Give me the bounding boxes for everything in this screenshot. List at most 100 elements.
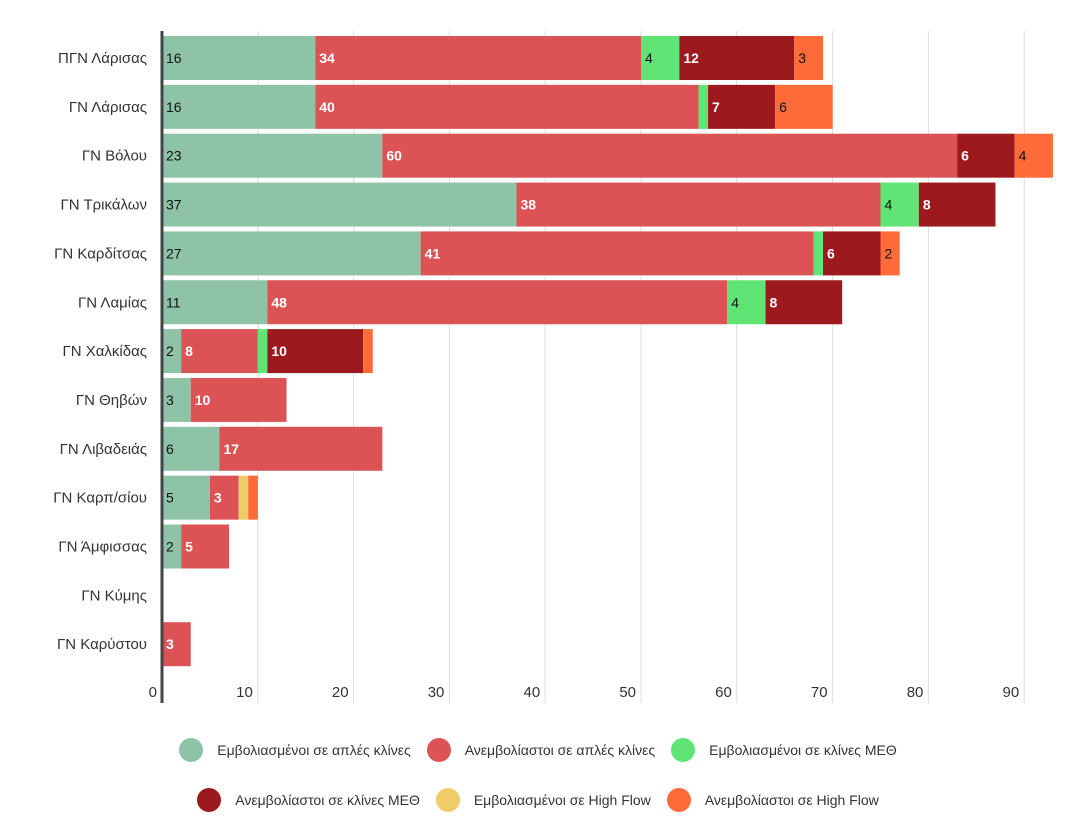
bar-value-label: 3 — [166, 392, 174, 408]
bar-segment — [162, 622, 191, 667]
bar-segment — [162, 280, 268, 325]
legend-item[interactable]: Ανεμβολίαστοι σε κλίνες ΜΕΘ — [197, 788, 420, 812]
bar-value-label: 48 — [271, 294, 287, 310]
bar-segment — [162, 524, 182, 569]
bar-segment — [162, 231, 421, 276]
bar-value-label: 6 — [779, 99, 787, 115]
bar-value-label: 41 — [425, 245, 441, 261]
bar-value-label: 40 — [319, 99, 335, 115]
legend-label: Εμβολιασμένοι σε απλές κλίνες — [217, 742, 411, 758]
bar-value-label: 3 — [166, 636, 174, 652]
bar-segment — [382, 133, 958, 178]
bar-segment — [162, 84, 316, 129]
bar-segment — [1014, 133, 1053, 178]
bar-value-label: 4 — [731, 294, 739, 310]
bar-segment — [516, 182, 881, 227]
bar-value-label: 27 — [166, 245, 182, 261]
bar-value-label: 3 — [214, 490, 222, 506]
legend-swatch-icon — [666, 788, 691, 812]
bar-segment — [238, 475, 249, 520]
bar-segment — [267, 280, 728, 325]
bar-segment — [813, 231, 824, 276]
legend-row-2: Ανεμβολίαστοι σε κλίνες ΜΕΘ Εμβολιασμένοι… — [0, 788, 1076, 812]
stacked-bar-chart: 16 34 4 12 316 40 7 623 60 6 437 38 4 827 41 6 211 48 4 82 8… — [53, 31, 1053, 703]
bar-segment — [880, 182, 919, 227]
bar-value-label: 2 — [885, 245, 893, 261]
bars: 16 34 4 12 316 40 7 623 60 6 437 38 4 827 41 6 211 48 4 82 8… — [162, 36, 1053, 667]
x-tick-label: 0 — [149, 684, 157, 701]
bar-segment — [219, 426, 383, 471]
category-label: ΓΝ Θηβών — [76, 392, 147, 409]
bar-segment — [363, 329, 373, 374]
bar-segment — [315, 84, 699, 129]
bar-segment — [880, 231, 900, 276]
category-label: ΓΝ Λαμίας — [78, 294, 147, 311]
category-label: ΓΝ Καρύστου — [57, 636, 147, 653]
bar-value-label: 12 — [683, 50, 699, 66]
bar-segment — [765, 280, 843, 325]
legend-item[interactable]: Εμβολιασμένοι σε High Flow — [435, 788, 651, 812]
bar-value-label: 23 — [166, 148, 182, 164]
bar-value-label: 16 — [166, 50, 182, 66]
legend-item[interactable]: Ανεμβολίαστοι σε High Flow — [666, 788, 879, 812]
category-label: ΓΝ Τρικάλων — [61, 197, 148, 214]
legend-swatch-icon — [435, 788, 460, 812]
bar-segment — [420, 231, 814, 276]
bar-segment — [190, 377, 287, 422]
x-tick-label: 20 — [332, 684, 349, 701]
category-label: ΓΝ Άμφισσας — [58, 539, 147, 556]
legend-swatch-icon — [179, 738, 204, 762]
x-tick-label: 80 — [907, 684, 924, 701]
legend-row-1: Εμβολιασμένοι σε απλές κλίνες Ανεμβολίαστ… — [0, 738, 1076, 762]
legend-item[interactable]: Ανεμβολίαστοι σε απλές κλίνες — [426, 738, 656, 762]
category-label: ΓΝ Καρδίτσας — [54, 245, 147, 262]
x-axis-ticks: 0 10 20 30 40 50 60 70 80 90 — [149, 684, 1020, 701]
category-label: ΓΝ Λιβαδειάς — [60, 441, 147, 458]
bar-value-label: 7 — [712, 99, 720, 115]
bar-value-label: 5 — [166, 490, 174, 506]
bar-value-label: 37 — [166, 197, 182, 213]
category-label: ΓΝ Χαλκίδας — [62, 343, 147, 360]
legend-item[interactable]: Εμβολιασμένοι σε απλές κλίνες — [179, 738, 411, 762]
bar-value-label: 3 — [798, 50, 806, 66]
x-tick-label: 40 — [524, 684, 541, 701]
category-label: ΠΓΝ Λάρισας — [58, 50, 147, 67]
x-tick-label: 50 — [619, 684, 636, 701]
bar-segment — [698, 84, 709, 129]
x-tick-label: 10 — [236, 684, 253, 701]
bar-value-label: 17 — [223, 441, 239, 457]
bar-segment — [162, 182, 517, 227]
bar-value-label: 34 — [319, 50, 335, 66]
x-tick-label: 90 — [1003, 684, 1020, 701]
bar-segment — [957, 133, 1015, 178]
bar-value-label: 4 — [885, 197, 893, 213]
bar-segment — [679, 36, 795, 80]
legend-swatch-icon — [671, 738, 696, 762]
legend-item[interactable]: Εμβολιασμένοι σε κλίνες ΜΕΘ — [671, 738, 897, 762]
bar-segment — [162, 133, 383, 178]
legend-swatch-icon — [426, 738, 451, 762]
bar-segment — [181, 329, 258, 374]
bar-value-label: 2 — [166, 539, 174, 555]
bar-segment — [708, 84, 776, 129]
legend-label: Ανεμβολίαστοι σε απλές κλίνες — [464, 742, 656, 758]
bar-value-label: 6 — [961, 148, 969, 164]
bar-segment — [162, 329, 182, 374]
bar-segment — [727, 280, 766, 325]
bar-segment — [918, 182, 996, 227]
bar-segment — [257, 329, 268, 374]
category-labels: ΠΓΝ Λάρισας ΓΝ Λάρισας ΓΝ Βόλου ΓΝ Τρικάλων… — [53, 50, 147, 653]
bar-value-label: 6 — [166, 441, 174, 457]
bar-segment — [315, 36, 641, 80]
bar-segment — [823, 231, 881, 276]
bar-segment — [267, 329, 364, 374]
bar-segment — [794, 36, 824, 80]
bar-segment — [248, 475, 258, 520]
bar-value-label: 8 — [185, 343, 193, 359]
x-tick-label: 70 — [811, 684, 828, 701]
bar-value-label: 8 — [923, 197, 931, 213]
bar-value-label: 10 — [195, 392, 211, 408]
bar-segment — [775, 84, 833, 129]
x-tick-label: 60 — [715, 684, 732, 701]
bar-value-label: 5 — [185, 539, 193, 555]
